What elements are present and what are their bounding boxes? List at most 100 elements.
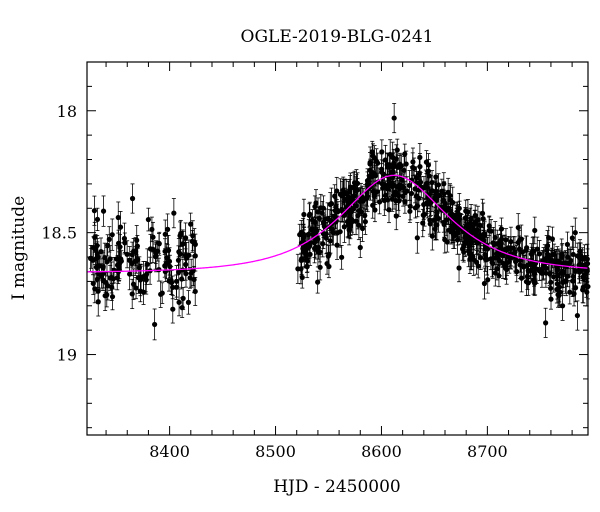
data-point-marker (100, 265, 106, 271)
data-point (315, 270, 321, 294)
data-point-marker (402, 151, 408, 157)
data-point (327, 192, 333, 217)
data-point-marker (104, 292, 110, 298)
data-point-marker (559, 254, 565, 261)
data-point-marker (406, 182, 413, 189)
data-point (549, 226, 555, 252)
plot-frame (86, 61, 589, 436)
data-point (391, 181, 397, 210)
data-point-marker (124, 251, 130, 257)
data-point-marker (468, 215, 474, 222)
data-point (305, 236, 311, 260)
data-point-marker (515, 239, 521, 246)
data-point-marker (171, 210, 177, 216)
data-point-marker (362, 213, 368, 219)
data-point-marker (572, 230, 578, 236)
data-point-marker (367, 159, 373, 165)
data-point (445, 193, 451, 225)
data-point-marker (548, 296, 554, 302)
data-point-marker (96, 271, 102, 277)
data-point (485, 237, 491, 261)
data-point-marker (94, 242, 100, 249)
data-point-marker (470, 253, 476, 260)
data-point (117, 234, 123, 260)
data-point (166, 270, 172, 292)
data-point (407, 192, 413, 221)
data-point (496, 264, 502, 288)
data-point-marker (92, 286, 98, 292)
data-point-marker (129, 252, 135, 258)
axis-ticks (87, 61, 588, 435)
data-point (543, 258, 549, 288)
data-point-marker (186, 252, 192, 258)
data-point (357, 237, 363, 258)
data-point (306, 203, 312, 228)
data-point (414, 222, 420, 254)
data-point (429, 221, 435, 251)
data-point-marker (166, 278, 172, 284)
data-point-marker (387, 176, 393, 182)
data-point (371, 145, 378, 171)
data-point (449, 212, 455, 241)
data-point-marker (107, 256, 113, 262)
data-point (379, 139, 385, 165)
data-point (109, 218, 115, 251)
data-point-marker (145, 216, 151, 223)
data-point-marker (472, 230, 478, 236)
data-point-marker (417, 179, 424, 185)
data-point-marker (465, 209, 471, 215)
data-point-marker (461, 243, 467, 249)
data-point-marker (420, 220, 426, 226)
data-point-marker (359, 225, 366, 232)
data-point-marker (351, 180, 358, 186)
data-point-marker (372, 190, 378, 196)
data-point-marker (465, 248, 472, 254)
data-point-marker (176, 269, 182, 275)
data-point-marker (496, 273, 502, 279)
data-point-marker (117, 224, 124, 230)
data-point-marker (567, 289, 573, 295)
data-point (176, 288, 182, 317)
data-point-marker (407, 203, 413, 209)
x-axis-label: HJD - 2450000 (273, 477, 401, 497)
data-point-marker (94, 216, 101, 223)
data-point-marker (180, 295, 186, 301)
data-point (556, 272, 562, 303)
data-point-marker (382, 157, 388, 163)
data-point (176, 256, 182, 288)
data-point (95, 287, 101, 317)
data-point-marker (531, 280, 538, 286)
data-point (472, 220, 478, 246)
data-point-marker (155, 248, 161, 254)
data-point (465, 199, 471, 225)
data-point (568, 246, 574, 275)
data-point-marker (320, 241, 326, 247)
data-point-marker (109, 294, 116, 300)
data-point (143, 263, 150, 285)
data-point-marker (393, 197, 399, 204)
data-point (520, 237, 526, 267)
data-point (332, 184, 338, 208)
data-point (346, 213, 352, 237)
data-point-marker (176, 299, 182, 305)
data-point-marker (414, 235, 420, 241)
data-point-marker (327, 238, 334, 244)
data-point (170, 294, 176, 324)
data-point-marker (387, 151, 393, 158)
data-point-marker (130, 281, 137, 287)
data-point-marker (133, 285, 139, 291)
data-point-marker (362, 219, 368, 225)
y-tick-label: 19 (57, 346, 77, 365)
data-point (475, 253, 481, 279)
data-point-marker (449, 223, 455, 229)
data-point-marker (515, 224, 521, 231)
data-point (439, 178, 445, 204)
data-point (427, 211, 433, 237)
data-point (577, 242, 583, 274)
data-point-marker (386, 164, 392, 170)
data-point-marker (317, 264, 323, 270)
data-point-marker (475, 263, 481, 269)
data-point-marker (425, 168, 432, 174)
data-point-marker (482, 231, 488, 237)
data-point (155, 240, 161, 262)
